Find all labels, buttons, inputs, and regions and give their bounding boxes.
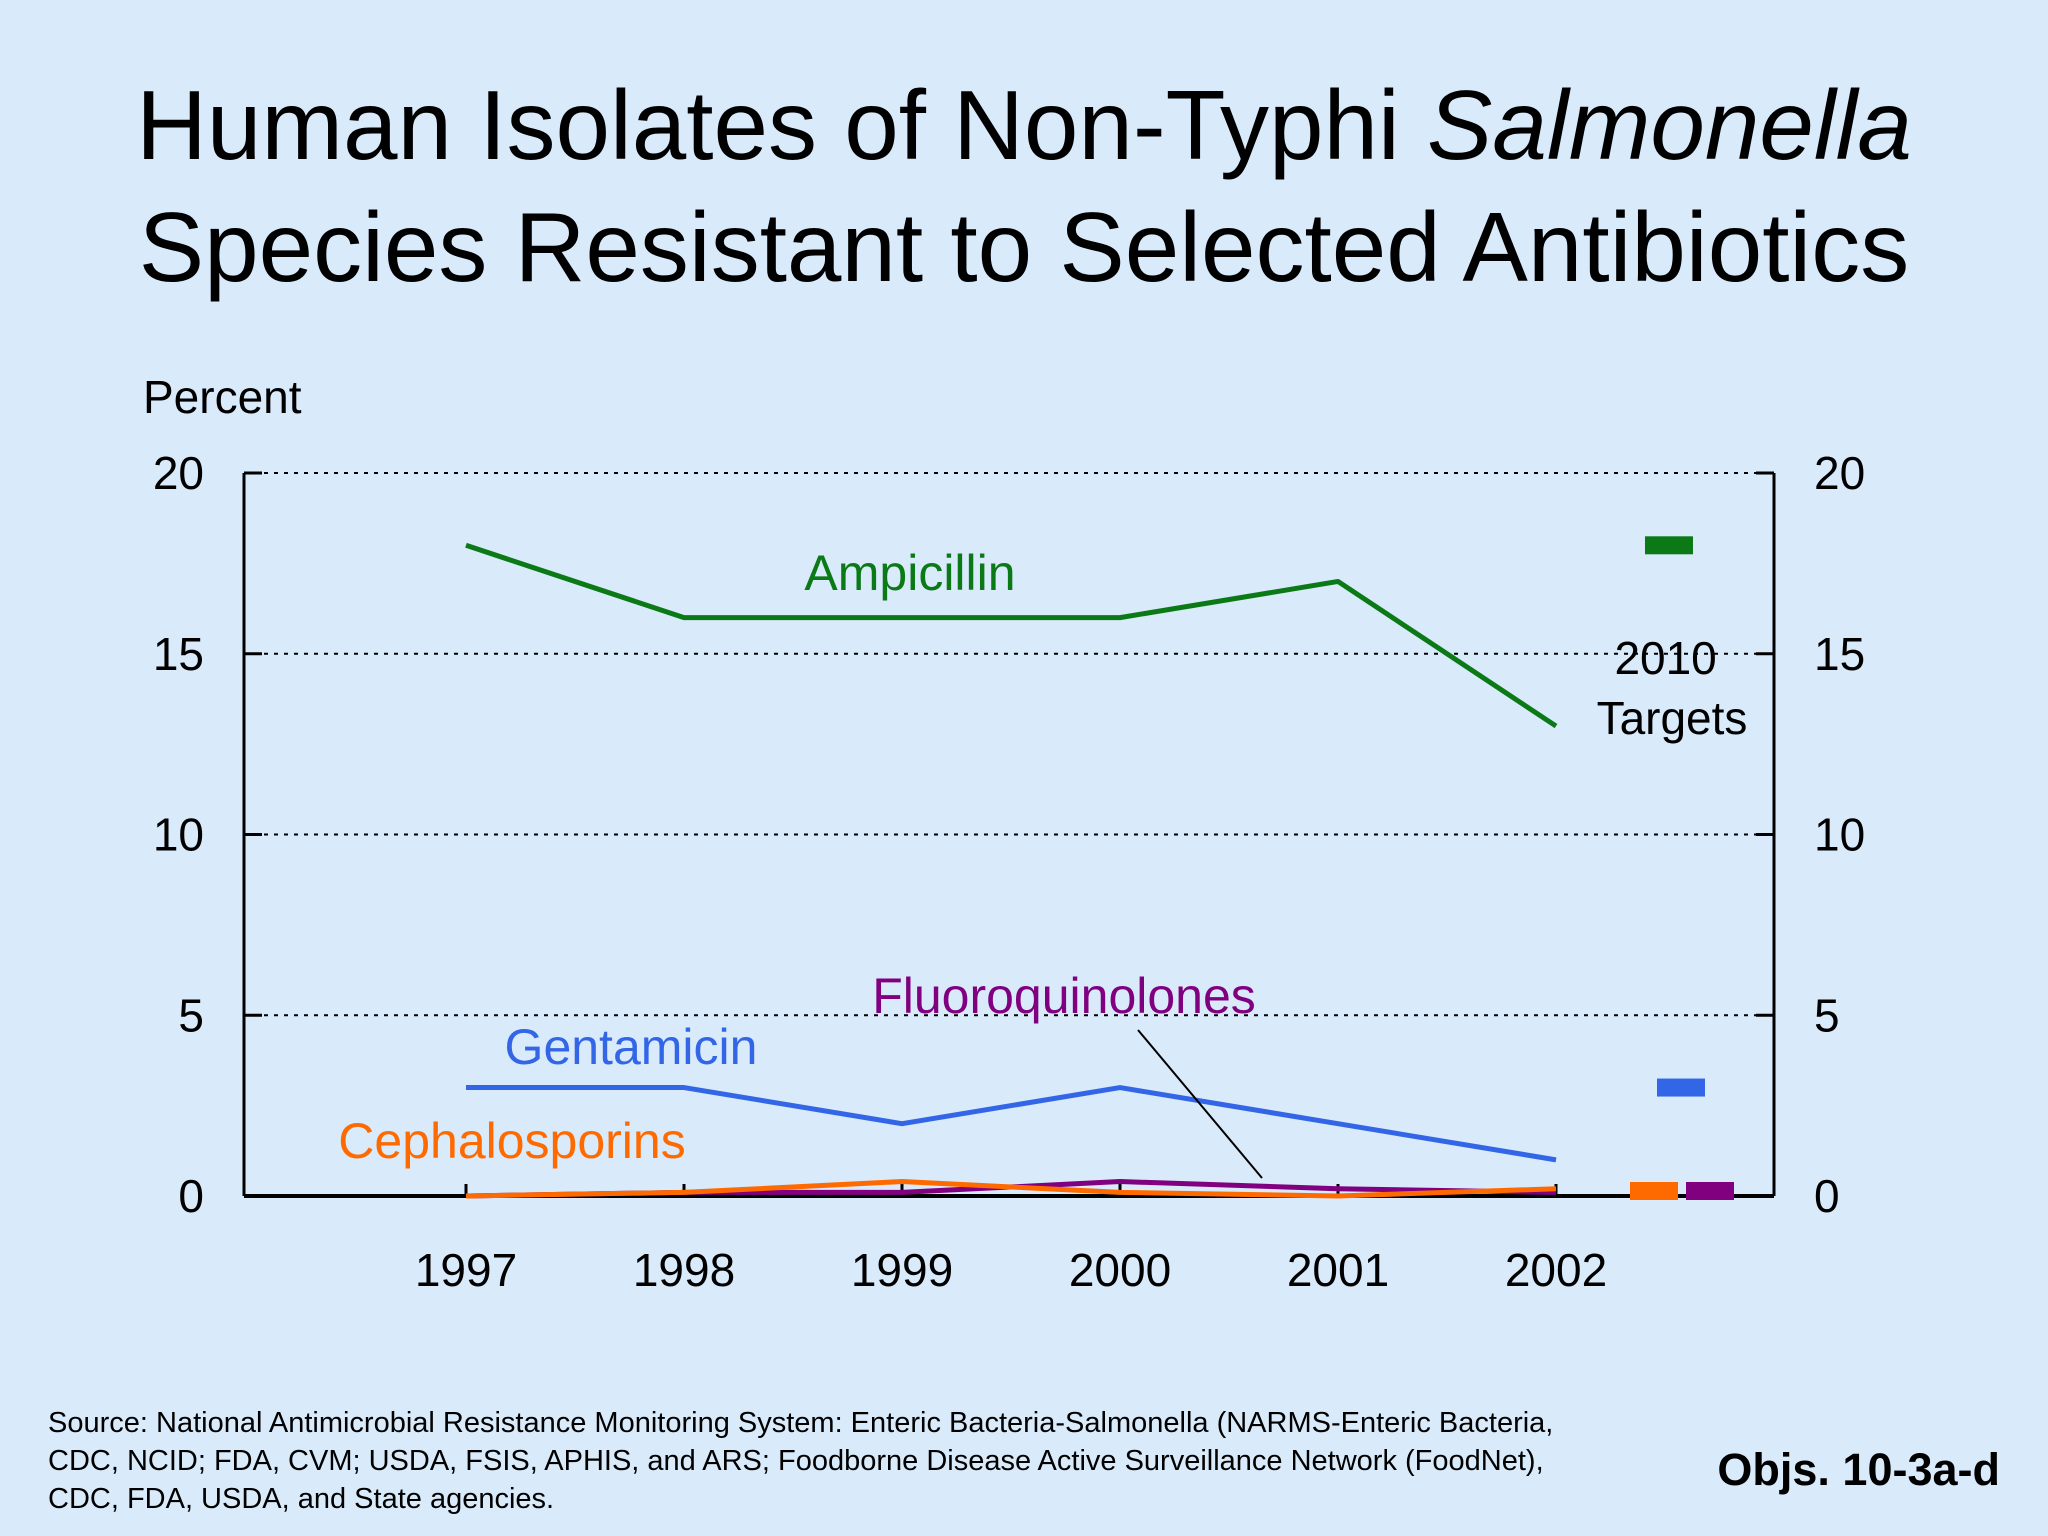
- y-tick-label: 0: [178, 1170, 204, 1222]
- fluoroquinolones-target-marker: [1686, 1182, 1734, 1200]
- objectives-label: Objs. 10-3a-d: [1717, 1444, 2000, 1495]
- y-tick-label: 15: [153, 628, 204, 680]
- series-lines: [465, 542, 1558, 1199]
- y2-tick-label: 0: [1814, 1170, 1840, 1222]
- y-tick-label: 10: [153, 809, 204, 861]
- y-axis-label: Percent: [143, 371, 302, 423]
- fluoroquinolones-leader-line: [1137, 1029, 1263, 1179]
- gentamicin-label: Gentamicin: [505, 1019, 758, 1075]
- source-note: Source: National Antimicrobial Resistanc…: [48, 1407, 1554, 1515]
- y-tick-label: 20: [153, 447, 204, 499]
- y2-tick-label: 5: [1814, 989, 1840, 1041]
- ampicillin-line: [465, 542, 1558, 729]
- title-italic-genus: Salmonella: [1427, 70, 1912, 180]
- title-line-1: Human Isolates of Non-Typhi Salmonella: [0, 64, 2048, 186]
- x-tick-label: 1997: [415, 1244, 517, 1296]
- ampicillin-label: Ampicillin: [804, 545, 1015, 601]
- ampicillin-target-marker: [1645, 536, 1693, 555]
- y2-tick-label: 20: [1814, 447, 1865, 499]
- chart-title: Human Isolates of Non-Typhi Salmonella S…: [0, 64, 2048, 308]
- x-tick-label: 2001: [1287, 1244, 1389, 1296]
- gentamicin-line: [466, 1085, 1557, 1163]
- cephalosporins-target-marker: [1630, 1182, 1678, 1200]
- x-tick-label: 1998: [633, 1244, 735, 1296]
- y2-tick-label: 15: [1814, 628, 1865, 680]
- y-tick-label: 5: [178, 989, 204, 1041]
- x-tick-label: 2000: [1069, 1244, 1171, 1296]
- x-tick-label: 2002: [1505, 1244, 1607, 1296]
- series-labels: Ampicillin Gentamicin Fluoroquinolones Ceph…: [338, 545, 1256, 1169]
- cephalosporins-line: [465, 1179, 1557, 1199]
- gentamicin-target-marker: [1657, 1078, 1705, 1097]
- cephalosporins-label: Cephalosporins: [338, 1113, 685, 1169]
- title-prefix: Human Isolates of Non-Typhi: [136, 70, 1428, 180]
- x-tick-label: 1999: [851, 1244, 953, 1296]
- target-markers: [1630, 536, 1734, 1200]
- title-line-2: Species Resistant to Selected Antibiotic…: [138, 192, 1910, 302]
- fluoroquinolones-label: Fluoroquinolones: [872, 968, 1256, 1024]
- targets-label: 2010 Targets: [1597, 632, 1748, 744]
- tick-labels: 0 0 5 5 10 10 15 15 20 20 1997 1998 1999 2000 2001 2002: [153, 447, 1865, 1296]
- y2-tick-label: 10: [1814, 809, 1865, 861]
